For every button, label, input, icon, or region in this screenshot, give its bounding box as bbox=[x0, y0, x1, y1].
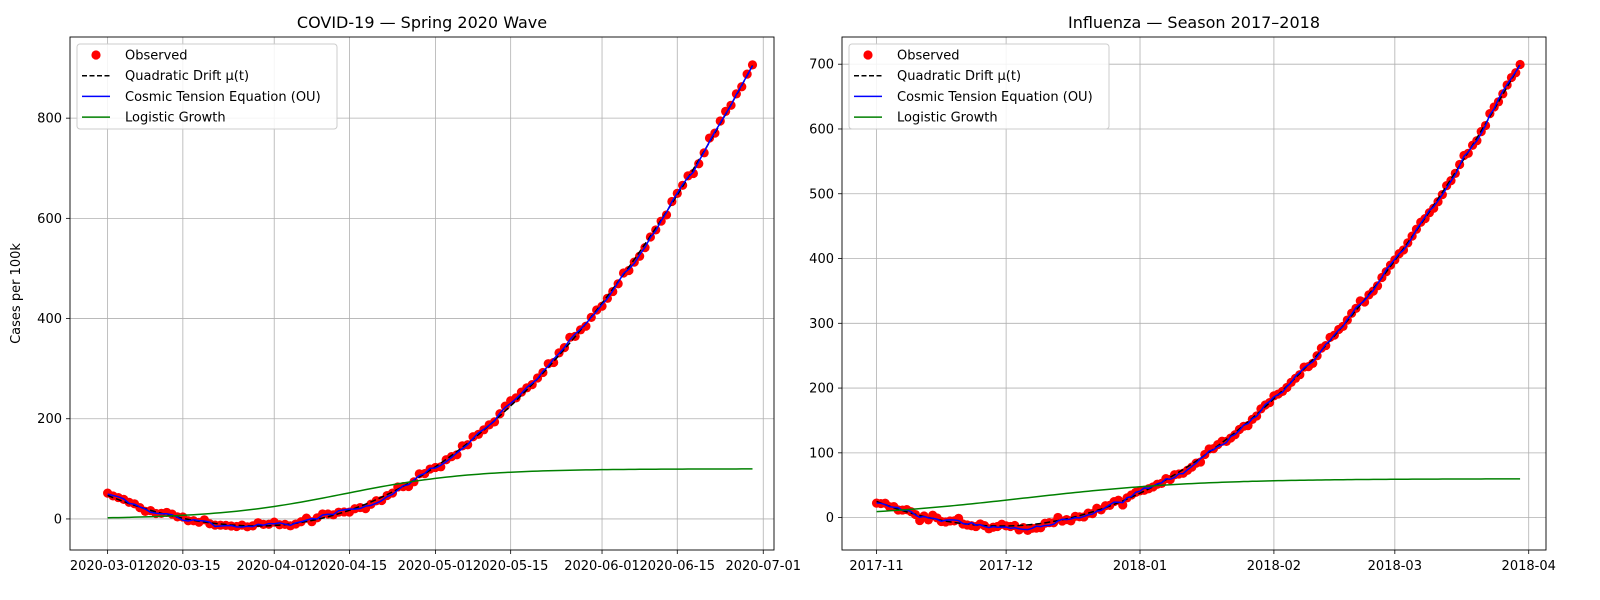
y-tick-label: 300 bbox=[809, 317, 834, 332]
y-tick-label: 0 bbox=[54, 512, 62, 527]
x-tick-label: 2020-04-01 bbox=[236, 559, 312, 574]
x-tick-label: 2020-06-15 bbox=[639, 559, 715, 574]
observed-point bbox=[489, 417, 500, 427]
logistic-line bbox=[107, 468, 753, 519]
legend: Observed Quadratic Drift μ(t) Cosmic Tensi… bbox=[848, 43, 1110, 130]
legend-label: Cosmic Tension Equation (OU) bbox=[897, 90, 1093, 105]
legend-label: Logistic Growth bbox=[897, 111, 998, 126]
x-tick-label: 2020-03-01 bbox=[70, 559, 146, 574]
legend: Observed Quadratic Drift μ(t) Cosmic Tensi… bbox=[76, 43, 338, 130]
y-tick-label: 400 bbox=[809, 252, 834, 267]
y-tick-label: 200 bbox=[809, 382, 834, 397]
y-tick-label: 400 bbox=[37, 312, 62, 327]
x-tick-label: 2018-03 bbox=[1368, 559, 1422, 574]
legend-label: Quadratic Drift μ(t) bbox=[125, 69, 249, 84]
axes-frame bbox=[69, 36, 775, 551]
y-tick-label: 700 bbox=[809, 58, 834, 73]
observed-point bbox=[688, 168, 698, 179]
y-tick-label: 600 bbox=[809, 122, 834, 137]
ou-line bbox=[876, 64, 1521, 531]
x-tick-label: 2018-01 bbox=[1113, 559, 1167, 574]
y-tick-label: 800 bbox=[37, 112, 62, 127]
x-tick-label: 2018-04 bbox=[1502, 559, 1556, 574]
ou-line bbox=[107, 65, 754, 528]
logistic-line bbox=[876, 478, 1521, 513]
y-axis-label: Cases per 100k bbox=[9, 243, 24, 344]
x-tick-label: 2020-03-15 bbox=[145, 559, 221, 574]
observed-point bbox=[747, 60, 758, 70]
legend-box bbox=[76, 43, 338, 130]
quadratic-drift-line bbox=[876, 63, 1521, 527]
observed-point bbox=[1308, 358, 1318, 369]
y-tick-label: 100 bbox=[809, 446, 834, 461]
observed-point bbox=[624, 265, 634, 276]
x-tick-label: 2020-04-15 bbox=[312, 559, 388, 574]
plot-area bbox=[871, 59, 1525, 536]
legend-label: Logistic Growth bbox=[125, 111, 226, 126]
observed-point bbox=[581, 321, 591, 331]
observed-point bbox=[1295, 370, 1305, 380]
chart-title: Influenza — Season 2017–2018 bbox=[1068, 13, 1320, 32]
y-tick-label: 500 bbox=[809, 187, 834, 202]
y-tick-label: 0 bbox=[826, 511, 834, 526]
chart-panel-2: Influenza — Season 2017–2018 2017-11 2017-… bbox=[809, 13, 1556, 574]
x-tick-label: 2020-05-15 bbox=[473, 559, 549, 574]
observed-point bbox=[452, 450, 462, 460]
observed-point bbox=[1515, 59, 1525, 70]
legend-marker-observed bbox=[863, 50, 873, 60]
legend-marker-observed bbox=[91, 50, 101, 60]
x-tick-label: 2020-07-01 bbox=[725, 559, 801, 574]
y-tick-label: 200 bbox=[37, 412, 62, 427]
x-tick-label: 2017-12 bbox=[979, 559, 1033, 574]
x-tick-label: 2020-05-01 bbox=[398, 559, 474, 574]
observed-point bbox=[1429, 203, 1439, 213]
x-tick-label: 2020-06-01 bbox=[564, 559, 640, 574]
y-tick-label: 600 bbox=[37, 212, 62, 227]
axes-frame bbox=[841, 36, 1547, 551]
legend-label: Quadratic Drift μ(t) bbox=[897, 69, 1021, 84]
x-tick-label: 2018-02 bbox=[1247, 559, 1301, 574]
legend-label: Observed bbox=[125, 49, 188, 64]
legend-box bbox=[848, 43, 1110, 130]
chart-title: COVID-19 — Spring 2020 Wave bbox=[297, 13, 547, 32]
quadratic-drift-line bbox=[107, 65, 754, 527]
legend-label: Cosmic Tension Equation (OU) bbox=[125, 90, 321, 105]
x-tick-label: 2017-11 bbox=[849, 559, 903, 574]
plot-area bbox=[103, 60, 758, 532]
legend-label: Observed bbox=[897, 49, 960, 64]
observed-point bbox=[1360, 297, 1370, 307]
